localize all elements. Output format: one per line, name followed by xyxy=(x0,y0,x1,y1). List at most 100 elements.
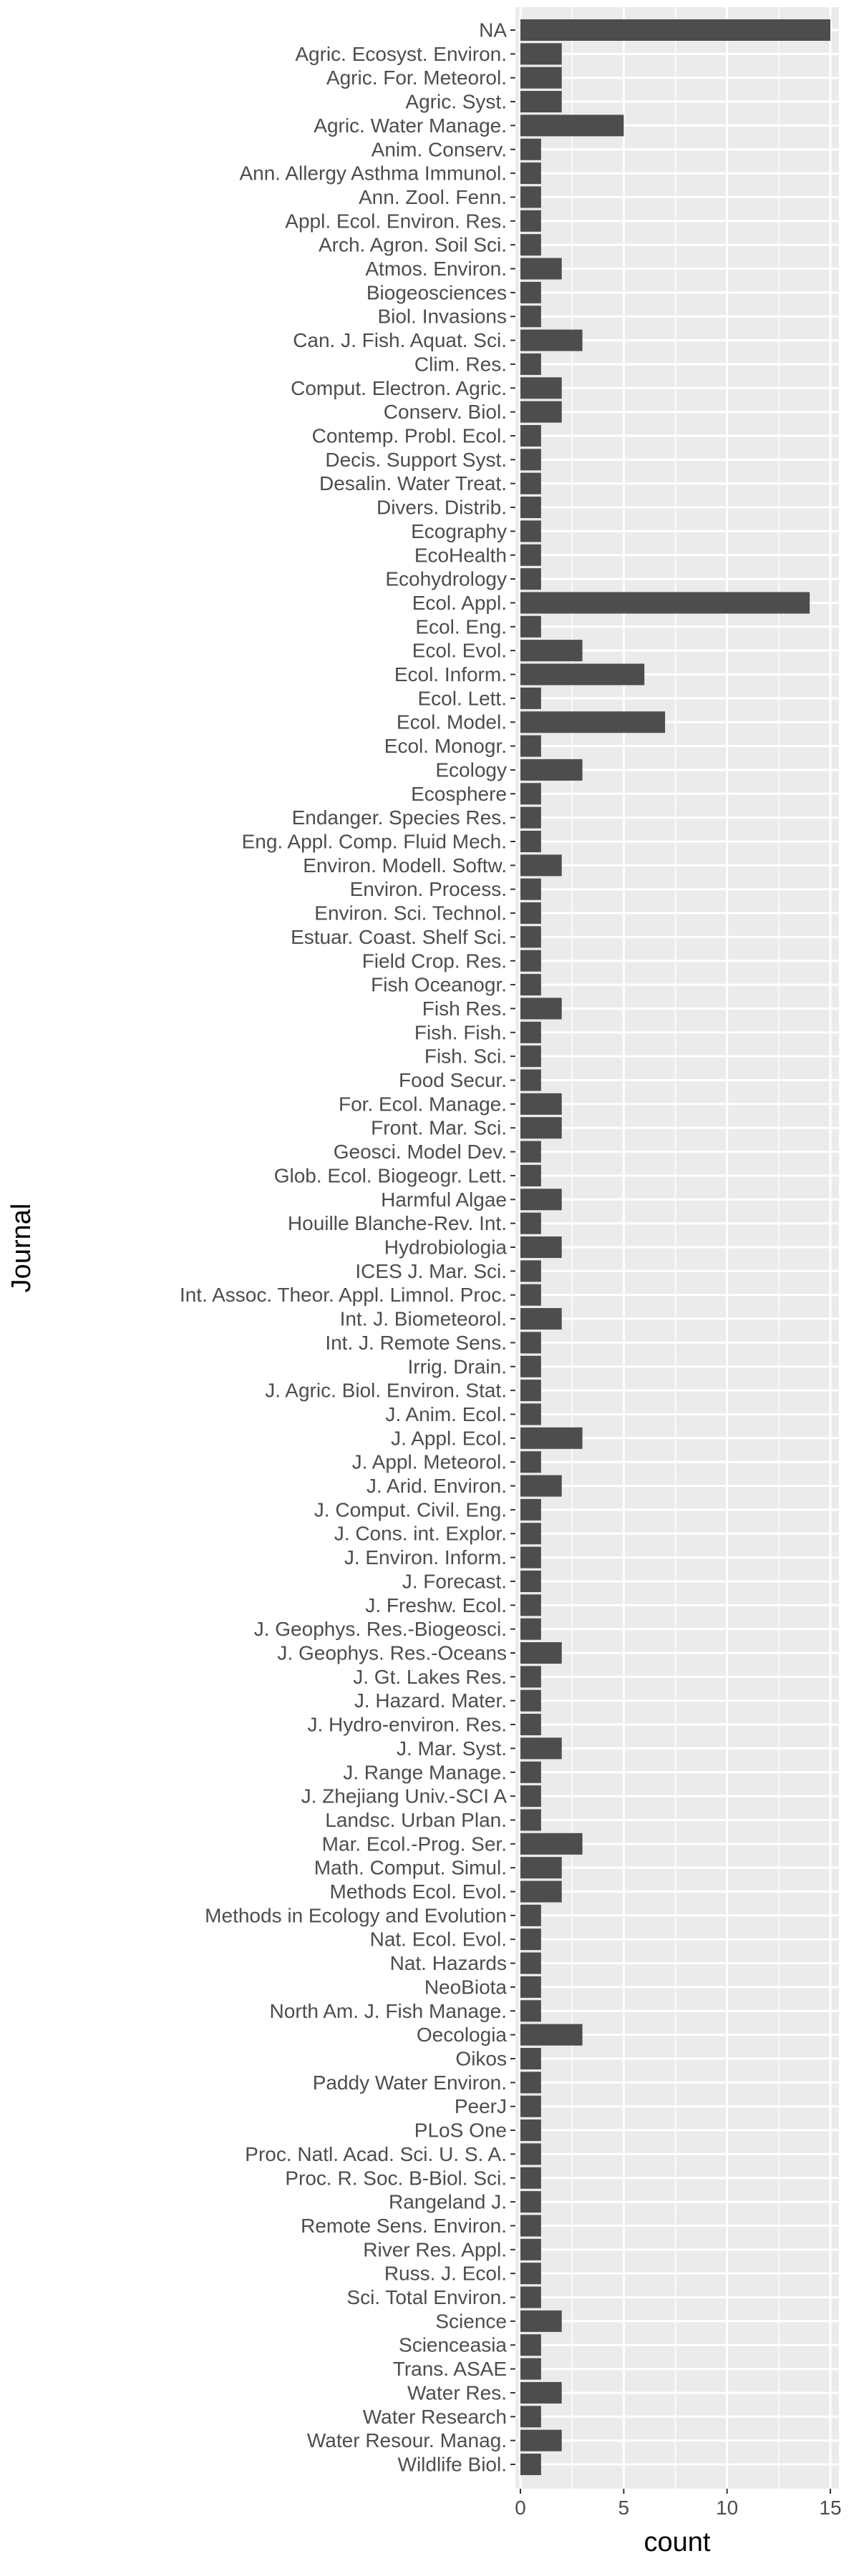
bar xyxy=(520,663,645,686)
bar xyxy=(520,1498,541,1521)
x-axis-title: count xyxy=(644,2527,711,2557)
bar xyxy=(520,1380,541,1402)
y-tick-label: Landsc. Urban Plan. xyxy=(325,1809,507,1831)
bar xyxy=(520,234,541,256)
y-tick-label: J. Forecast. xyxy=(402,1570,507,1592)
bar xyxy=(520,687,541,709)
y-tick-label: Desalin. Water Treat. xyxy=(319,472,507,494)
y-tick-label: J. Agric. Biol. Environ. Stat. xyxy=(265,1380,507,1402)
bar xyxy=(520,568,541,590)
bar xyxy=(520,615,541,638)
grid-lines xyxy=(515,7,839,2489)
y-tick-label: Oikos xyxy=(455,2048,507,2070)
y-tick-label: Scienceasia xyxy=(399,2334,507,2356)
y-tick-label: Methods in Ecology and Evolution xyxy=(205,1904,507,1926)
bar xyxy=(520,401,562,423)
bar xyxy=(520,1069,541,1091)
y-tick-label: Appl. Ecol. Environ. Res. xyxy=(285,210,507,232)
y-tick-label: Ecol. Appl. xyxy=(412,592,507,614)
bar xyxy=(520,974,541,996)
y-tick-label: Ecol. Evol. xyxy=(412,640,507,662)
bar xyxy=(520,2358,541,2380)
x-tick-label: 5 xyxy=(618,2497,630,2519)
y-tick-label: River Res. Appl. xyxy=(363,2238,507,2260)
bar xyxy=(520,186,541,208)
bar xyxy=(520,830,541,853)
bar xyxy=(520,2047,541,2070)
bar xyxy=(520,1236,562,1259)
bar xyxy=(520,1284,541,1306)
y-tick-label: Science xyxy=(435,2310,507,2332)
bar xyxy=(520,1045,541,1068)
bar xyxy=(520,43,562,65)
bar xyxy=(520,1093,562,1115)
bar xyxy=(520,2334,541,2356)
y-tick-label: Biogeosciences xyxy=(367,281,507,303)
y-tick-label: Can. J. Fish. Aquat. Sci. xyxy=(293,329,507,351)
bar xyxy=(520,926,541,948)
y-tick-label: Eng. Appl. Comp. Fluid Mech. xyxy=(242,831,507,853)
bar xyxy=(520,1880,562,1903)
bar xyxy=(520,1809,541,1831)
y-tick-label: J. Range Manage. xyxy=(343,1761,507,1783)
y-tick-label: Agric. Ecosyst. Environ. xyxy=(295,43,507,65)
bar xyxy=(520,1737,562,1760)
bar xyxy=(520,758,583,781)
bar xyxy=(520,67,562,89)
y-tick-label: Ecography xyxy=(411,520,507,542)
x-tick-label: 0 xyxy=(515,2497,526,2519)
y-tick-label: Wildlife Biol. xyxy=(398,2454,507,2476)
y-tick-label: Ecology xyxy=(435,758,507,781)
bar xyxy=(520,1594,541,1616)
bar xyxy=(520,592,810,614)
bar xyxy=(520,1164,541,1186)
y-tick-label: Math. Comput. Simul. xyxy=(314,1857,507,1879)
y-tick-label: J. Appl. Meteorol. xyxy=(352,1451,507,1473)
x-axis-ticks: 0 5 10 15 xyxy=(515,2489,842,2519)
y-tick-label: Glob. Ecol. Biogeogr. Lett. xyxy=(274,1164,507,1186)
y-tick-label: Ecol. Inform. xyxy=(394,663,507,686)
bar xyxy=(520,1618,541,1640)
bar xyxy=(520,2167,541,2189)
x-tick-label: 10 xyxy=(716,2497,738,2519)
y-tick-label: Rangeland J. xyxy=(389,2191,507,2213)
y-tick-label: Oecologia xyxy=(417,2024,508,2046)
y-tick-label: Food Secur. xyxy=(399,1069,507,1091)
bar xyxy=(520,2000,541,2022)
bar xyxy=(520,1570,541,1592)
bar xyxy=(520,1332,541,1354)
y-tick-label: Front. Mar. Sci. xyxy=(371,1117,507,1139)
y-tick-label: Methods Ecol. Evol. xyxy=(330,1880,507,1903)
y-tick-label: Ecol. Eng. xyxy=(415,615,507,638)
bar xyxy=(520,997,562,1020)
bar xyxy=(520,1475,562,1497)
y-tick-label: J. Geophys. Res.-Biogeosci. xyxy=(254,1618,507,1640)
y-tick-label: Comput. Electron. Agric. xyxy=(291,377,507,399)
bar xyxy=(520,1403,541,1425)
bar xyxy=(520,2381,562,2404)
bar xyxy=(520,544,541,566)
y-tick-label: EcoHealth xyxy=(414,544,507,566)
x-tick-label: 15 xyxy=(819,2497,841,2519)
bar xyxy=(520,2286,541,2308)
bar xyxy=(520,1117,562,1139)
bar xyxy=(520,878,541,900)
y-tick-label: Proc. Natl. Acad. Sci. U. S. A. xyxy=(245,2143,507,2165)
bar xyxy=(520,138,541,160)
y-tick-label: Environ. Process. xyxy=(350,878,507,900)
y-tick-label: Remote Sens. Environ. xyxy=(301,2215,507,2237)
y-tick-label: Contemp. Probl. Ecol. xyxy=(312,425,507,447)
y-tick-label: Hydrobiologia xyxy=(384,1236,508,1259)
y-tick-label: Decis. Support Syst. xyxy=(325,449,507,471)
bar xyxy=(520,306,541,328)
y-tick-label: Agric. For. Meteorol. xyxy=(326,67,507,89)
y-tick-label: Fish Res. xyxy=(422,997,507,1020)
y-tick-label: Biol. Invasions xyxy=(377,306,507,328)
bar xyxy=(520,19,830,42)
y-tick-label: Ann. Allergy Asthma Immunol. xyxy=(239,162,507,185)
y-tick-label: Fish. Fish. xyxy=(414,1021,507,1043)
y-axis-title: Journal xyxy=(6,1204,37,1293)
y-tick-label: Ecol. Lett. xyxy=(417,687,507,709)
bar xyxy=(520,1928,541,1951)
y-tick-label: J. Environ. Inform. xyxy=(344,1546,507,1568)
